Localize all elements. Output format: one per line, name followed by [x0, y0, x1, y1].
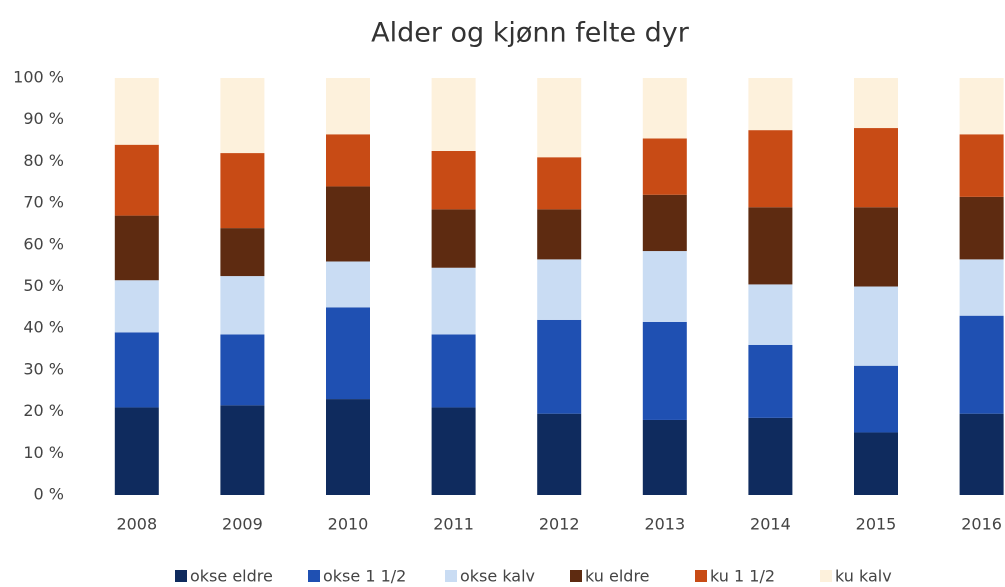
bar-segment [854, 78, 898, 129]
x-tick-label: 2012 [539, 515, 580, 534]
x-tick-label: 2014 [750, 515, 791, 534]
bar-segment [537, 259, 582, 320]
y-tick-label: 40 % [23, 318, 64, 337]
bar-segment [537, 319, 582, 414]
y-tick-label: 100 % [13, 68, 64, 87]
y-tick-label: 30 % [23, 359, 64, 378]
bar-segment [854, 432, 898, 495]
bar-segment [642, 419, 687, 495]
bar-segment [854, 365, 898, 433]
chart-title: Alder og kjønn felte dyr [371, 18, 690, 49]
bar-segment [537, 209, 582, 260]
bar-segment [748, 344, 793, 418]
bar-segment [431, 209, 476, 268]
bar-segment [642, 194, 687, 252]
y-tick-label: 10 % [23, 443, 64, 462]
bar-segment [431, 267, 476, 335]
bar-segment [642, 321, 687, 420]
bar-segment [959, 259, 1004, 316]
bar-segment [114, 407, 159, 495]
bar-segment [748, 417, 793, 495]
y-tick-label: 60 % [23, 234, 64, 253]
bar-segment [326, 307, 370, 400]
bar-segment [114, 280, 159, 333]
legend-swatch [570, 570, 582, 582]
bar-segment [220, 334, 265, 406]
legend-swatch [445, 570, 457, 582]
bar-segment [326, 399, 370, 495]
bar-segment [220, 276, 265, 335]
x-tick-label: 2009 [222, 515, 263, 534]
bar-segment [959, 413, 1004, 495]
legend-label: ku 1 1/2 [710, 567, 775, 586]
legend-label: okse 1 1/2 [323, 567, 406, 586]
legend-label: ku eldre [585, 567, 650, 586]
bar-segment [854, 286, 898, 366]
y-tick-label: 70 % [23, 193, 64, 212]
bar-segment [642, 78, 687, 139]
bar-segment [854, 128, 898, 208]
bar-segment [959, 78, 1004, 135]
legend-swatch [695, 570, 707, 582]
bar-segment [959, 196, 1004, 260]
bar-segment [220, 228, 265, 277]
bar-segment [431, 78, 476, 151]
bar-segment [748, 78, 793, 131]
bar-segment [642, 138, 687, 195]
bar-segment [642, 251, 687, 322]
legend-swatch [175, 570, 187, 582]
bar-segment [959, 315, 1004, 414]
legend-label: okse kalv [460, 567, 535, 586]
bar-segment [114, 144, 159, 216]
legend-swatch [820, 570, 832, 582]
bar-segment [220, 78, 265, 154]
bar-segment [326, 186, 370, 262]
y-tick-label: 80 % [23, 151, 64, 170]
bar-segment [431, 334, 476, 408]
bar-segment [537, 413, 582, 495]
y-tick-label: 90 % [23, 109, 64, 128]
y-tick-label: 50 % [23, 276, 64, 295]
y-tick-label: 20 % [23, 401, 64, 420]
bar-segment [326, 78, 370, 135]
bar-segment [114, 332, 159, 408]
legend-swatch [308, 570, 320, 582]
bar-segment [959, 134, 1004, 197]
bar-segment [431, 407, 476, 495]
legend-label: okse eldre [190, 567, 273, 586]
x-tick-label: 2010 [328, 515, 369, 534]
bar-segment [537, 157, 582, 210]
x-tick-label: 2016 [961, 515, 1002, 534]
x-tick-label: 2013 [644, 515, 685, 534]
bar-segment [748, 130, 793, 208]
bar-segment [220, 153, 265, 229]
bar-segment [326, 261, 370, 308]
bar-segment [431, 150, 476, 210]
bar-segment [854, 207, 898, 287]
bar-segment [748, 284, 793, 345]
bar-segment [114, 78, 159, 145]
bar-segment [114, 215, 159, 281]
bar-segment [537, 78, 582, 158]
x-tick-label: 2011 [433, 515, 474, 534]
x-tick-label: 2008 [116, 515, 157, 534]
x-tick-label: 2015 [856, 515, 897, 534]
bar-segment [220, 405, 265, 495]
bar-segment [748, 207, 793, 285]
y-tick-label: 0 % [34, 485, 64, 504]
legend-label: ku kalv [835, 567, 892, 586]
bar-segment [326, 134, 370, 187]
